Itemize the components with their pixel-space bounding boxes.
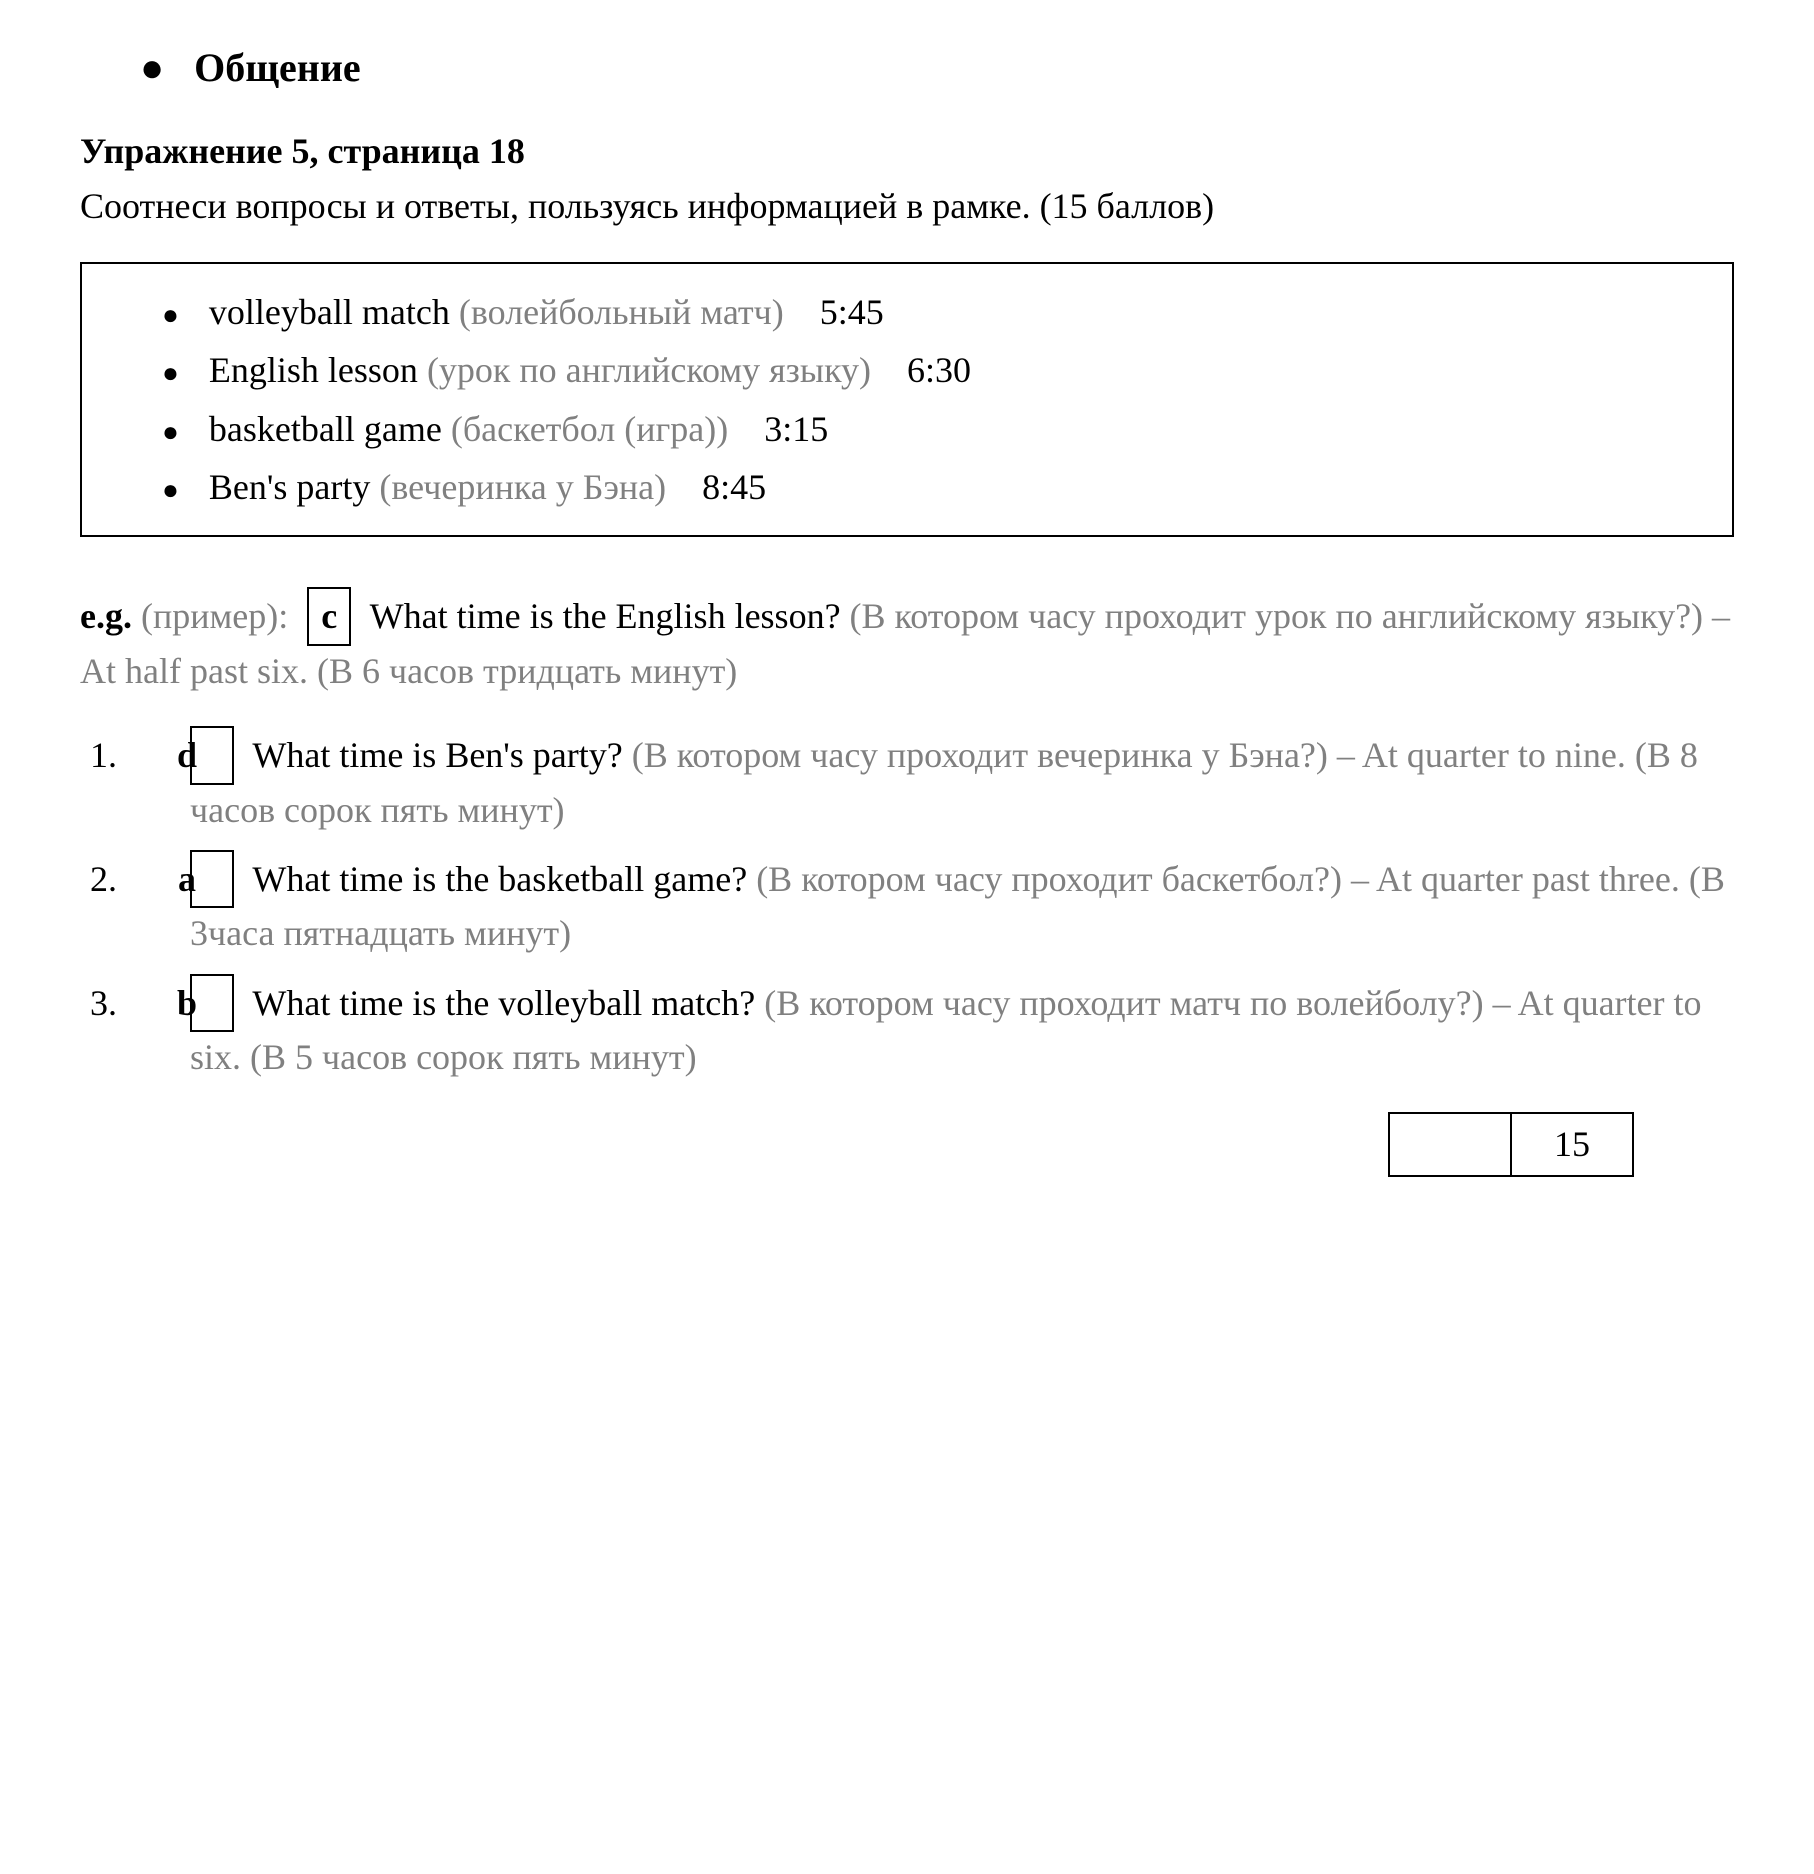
item-number: 2.	[140, 854, 180, 904]
list-item: 2.a What time is the basketball game? (В…	[140, 850, 1734, 959]
item-question: What time is the basketball game?	[252, 859, 747, 899]
bullet-icon: ●	[162, 296, 179, 335]
box-item: ● English lesson (урок по английскому яз…	[162, 345, 1712, 395]
box-item-text: English lesson (урок по английскому язык…	[209, 345, 971, 395]
item-question-ru: (В котором часу проходит матч по волейбо…	[764, 983, 1483, 1023]
example-answer-ru: (В 6 часов тридцать минут)	[317, 651, 737, 691]
answer-list: 1.d What time is Ben's party? (В котором…	[140, 726, 1734, 1082]
bullet-icon: ●	[162, 413, 179, 452]
example-section: e.g. (пример): c What time is the Englis…	[80, 587, 1734, 696]
score-box: 15	[1388, 1112, 1634, 1176]
exercise-title: Упражнение 5, страница 18	[80, 126, 1734, 176]
bullet-icon: ●	[140, 40, 164, 96]
answer-letter-box: d	[190, 726, 234, 784]
item-question: What time is Ben's party?	[252, 735, 622, 775]
item-answer: – At quarter to nine.	[1337, 735, 1626, 775]
bullet-icon: ●	[162, 471, 179, 510]
item-question: What time is the volleyball match?	[252, 983, 755, 1023]
answer-letter-box: b	[190, 974, 234, 1032]
item-number: 1.	[140, 730, 180, 780]
item-answer: – At quarter past three.	[1351, 859, 1680, 899]
answer-letter-box: c	[307, 587, 351, 645]
item-question-ru: (В котором часу проходит вечеринка у Бэн…	[632, 735, 1328, 775]
box-item-text: basketball game (баскетбол (игра)) 3:15	[209, 404, 828, 454]
item-answer-ru: (В 5 часов сорок пять минут)	[250, 1037, 697, 1077]
heading-text: Общение	[194, 40, 360, 96]
example-question: What time is the English lesson?	[370, 596, 841, 636]
score-value: 15	[1510, 1112, 1634, 1176]
exercise-title-bold: Упражнение 5, страница 18	[80, 131, 525, 171]
example-label-ru: (пример):	[141, 596, 288, 636]
list-item: 3.b What time is the volleyball match? (…	[140, 974, 1734, 1083]
answer-letter-box: a	[190, 850, 234, 908]
box-item: ● volleyball match (волейбольный матч) 5…	[162, 287, 1712, 337]
example-question-ru: (В котором часу проходит урок по английс…	[850, 596, 1704, 636]
list-item: 1.d What time is Ben's party? (В котором…	[140, 726, 1734, 835]
reference-box: ● volleyball match (волейбольный матч) 5…	[80, 262, 1734, 538]
bullet-icon: ●	[162, 354, 179, 393]
item-number: 3.	[140, 978, 180, 1028]
box-item: ● Ben's party (вечеринка у Бэна) 8:45	[162, 462, 1712, 512]
section-heading: ● Общение	[140, 40, 1734, 96]
box-item: ● basketball game (баскетбол (игра)) 3:1…	[162, 404, 1712, 454]
score-container: 15	[80, 1112, 1634, 1176]
instruction-text: Соотнеси вопросы и ответы, пользуясь инф…	[80, 181, 1734, 231]
item-question-ru: (В котором часу проходит баскетбол?)	[756, 859, 1342, 899]
box-item-text: Ben's party (вечеринка у Бэна) 8:45	[209, 462, 766, 512]
score-cell-empty	[1388, 1112, 1510, 1176]
example-label: e.g.	[80, 596, 132, 636]
box-item-text: volleyball match (волейбольный матч) 5:4…	[209, 287, 884, 337]
